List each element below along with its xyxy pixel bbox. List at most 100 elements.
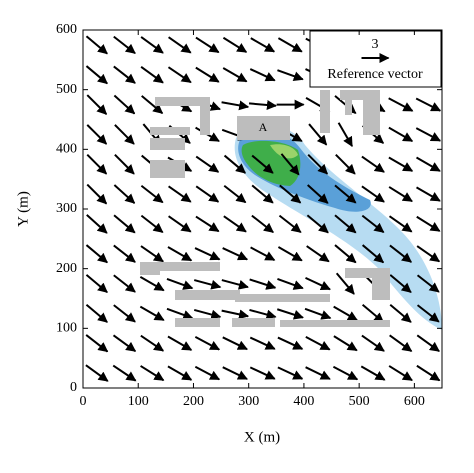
vector-arrow — [86, 183, 108, 205]
vector-arrow — [114, 153, 135, 175]
x-axis-label: X (m) — [244, 429, 280, 445]
vector-arrow — [334, 184, 357, 204]
vector-arrow — [113, 94, 136, 115]
vector-arrow — [333, 335, 358, 352]
vector-arrow — [307, 184, 329, 204]
vector-arrow — [167, 335, 193, 351]
vector-arrow — [249, 366, 276, 380]
vector-arrow — [113, 244, 136, 263]
vector-arrow — [222, 67, 248, 83]
vector-arrow — [168, 215, 192, 233]
vector-arrow — [248, 99, 277, 110]
vector-arrow — [307, 153, 328, 175]
vector-arrow — [195, 155, 220, 173]
vector-arrow — [388, 365, 413, 382]
vector-arrow — [140, 334, 165, 352]
vector-arrow — [194, 365, 221, 381]
vector-arrow — [308, 123, 328, 146]
vector-arrow — [168, 36, 192, 54]
vector-arrow — [195, 185, 220, 203]
vector-arrow — [279, 184, 302, 204]
vector-arrow — [335, 272, 355, 295]
vector-arrow — [333, 305, 358, 322]
vector-arrow — [249, 68, 276, 82]
vector-arrow — [222, 366, 248, 380]
vector-arrow — [304, 307, 332, 320]
vector-arrow — [222, 336, 248, 351]
y-tick-label: 0 — [70, 380, 77, 395]
vector-arrow — [113, 274, 136, 293]
vector-arrow — [249, 308, 277, 320]
vector-arrow — [85, 303, 108, 323]
vector-arrow — [360, 365, 386, 381]
buildings — [140, 90, 390, 327]
vector-arrow — [280, 153, 300, 176]
vector-arrow — [166, 307, 194, 320]
y-tick-label: 400 — [56, 142, 77, 157]
vector-arrow — [223, 184, 247, 204]
vector-arrow — [167, 246, 193, 262]
vector-arrow — [416, 334, 440, 352]
vector-arrow — [306, 214, 329, 234]
vector-arrow — [334, 244, 357, 264]
x-tick-label: 300 — [238, 394, 259, 409]
vector-arrow — [140, 245, 164, 263]
vector-arrow — [112, 364, 137, 382]
vector-arrow — [305, 336, 331, 351]
vector-arrow — [195, 215, 220, 233]
vector-arrow — [140, 184, 164, 204]
vector-arrow — [416, 364, 441, 382]
x-tick-label: 0 — [80, 394, 87, 409]
vector-arrow — [194, 336, 221, 351]
vector-arrow — [416, 215, 441, 232]
x-tick-label: 200 — [183, 394, 204, 409]
vector-arrow — [222, 247, 249, 261]
vector-arrow — [85, 35, 108, 55]
vector-arrow — [221, 279, 249, 290]
building-label: A — [259, 120, 268, 134]
vector-arrow — [388, 215, 413, 233]
vector-arrow — [415, 97, 442, 112]
vector-arrow — [332, 365, 359, 381]
vector-arrow — [361, 155, 385, 173]
vector-arrow — [389, 334, 413, 352]
vector-arrow — [85, 274, 108, 294]
vector-arrow — [222, 36, 248, 53]
vector-arrow — [416, 304, 440, 323]
vector-arrow — [251, 184, 274, 204]
vector-arrow — [223, 215, 247, 233]
vector-arrow — [113, 214, 136, 234]
reference-label: Reference vector — [327, 67, 423, 82]
vector-arrow — [416, 274, 440, 293]
vector-arrow — [221, 309, 250, 320]
vector-arrow — [305, 366, 331, 380]
vector-arrow — [167, 66, 192, 84]
vector-arrow — [416, 245, 441, 263]
vector-arrow — [250, 37, 276, 53]
axes — [82, 29, 442, 389]
vector-arrow — [276, 308, 304, 320]
vector-arrow — [389, 303, 412, 323]
vector-arrow — [193, 308, 222, 320]
vector-arrow — [305, 276, 331, 291]
vector-arrow — [416, 186, 441, 202]
vector-arrow — [114, 124, 135, 145]
y-tick-label: 100 — [56, 321, 77, 336]
vector-arrow — [86, 153, 108, 175]
vector-arrow — [389, 274, 412, 294]
vector-arrow — [249, 336, 276, 350]
vector-arrow — [194, 247, 221, 261]
vector-arrow — [277, 37, 303, 53]
y-tick-label: 500 — [56, 82, 77, 97]
vector-arrow — [388, 97, 414, 112]
y-tick-label: 300 — [56, 201, 77, 216]
vector-arrow — [139, 305, 165, 322]
vector-arrow — [389, 244, 413, 263]
x-tick-label: 500 — [349, 394, 370, 409]
vector-arrow — [361, 214, 385, 234]
vector-arrow — [277, 336, 304, 350]
y-axis-label: Y (m) — [15, 191, 31, 227]
vector-arrow — [277, 69, 304, 81]
vector-arrow — [140, 214, 164, 234]
